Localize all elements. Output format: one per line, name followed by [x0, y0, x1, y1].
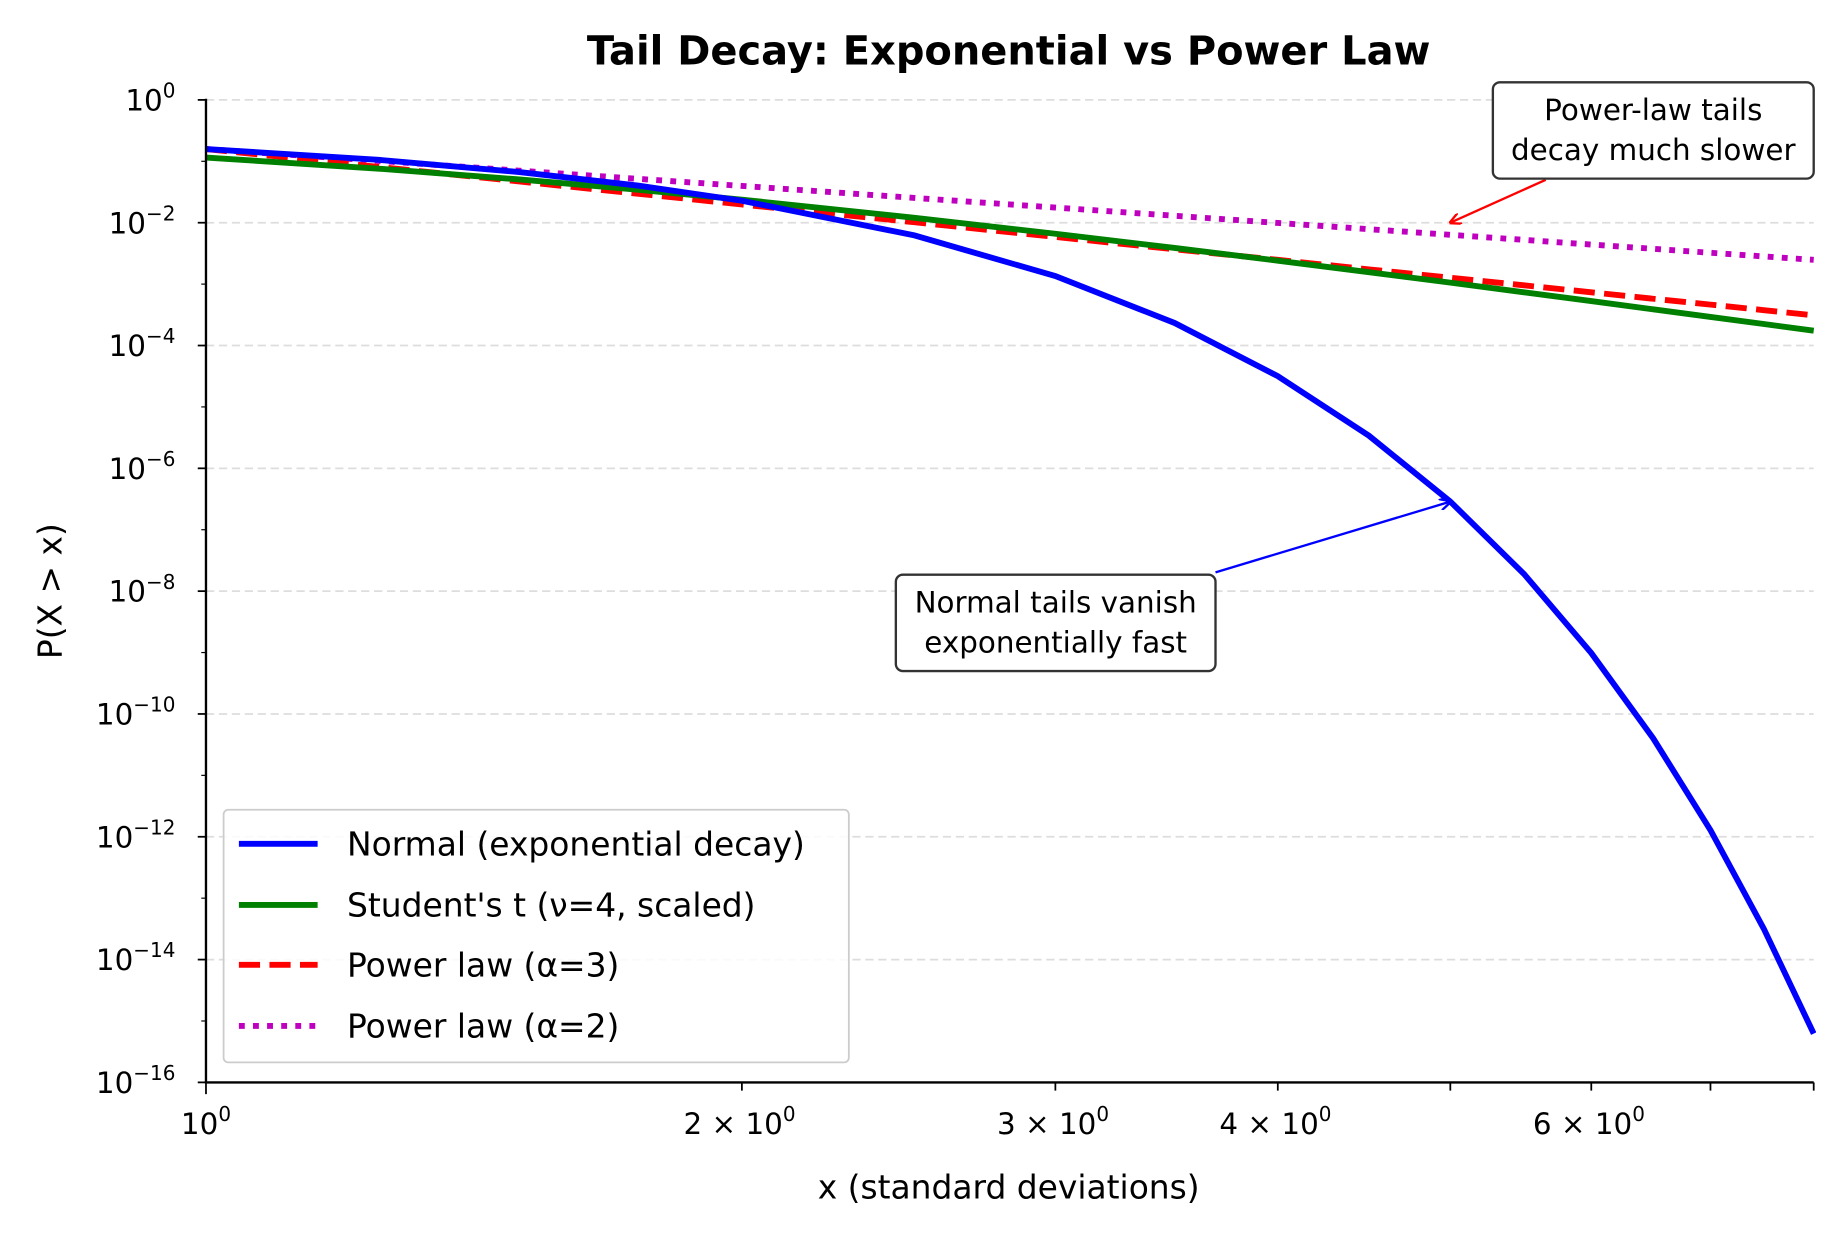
annotation-arrow: [1215, 502, 1451, 574]
legend-label-3: Power law (α=3): [347, 946, 619, 985]
legend-label-2: Student's t (ν=4, scaled): [347, 886, 756, 925]
annotation-arrow: [1450, 178, 1547, 223]
y-tick-label: 10−10: [96, 693, 176, 732]
annotation-text: Power-law tails: [1544, 93, 1762, 127]
legend-label-4: Power law (α=2): [347, 1007, 619, 1046]
y-tick-label: 10−8: [109, 570, 176, 609]
annotation-text: Normal tails vanish: [915, 585, 1197, 619]
y-tick-label: 100: [125, 79, 175, 118]
x-axis-label: x (standard deviations): [818, 1168, 1200, 1207]
annotation-box: [1491, 81, 1815, 180]
x-tick-label: 4 × 100: [1219, 1102, 1331, 1141]
y-axis-label: P(X > x): [30, 523, 69, 659]
y-tick-label: 10−16: [96, 1061, 176, 1100]
ticks: 10010−210−410−610−810−1010−1210−1410−161…: [96, 79, 1815, 1141]
series-line-2: [205, 154, 1815, 334]
series-line-1: [205, 146, 1817, 1035]
y-tick-label: 10−6: [109, 447, 176, 486]
annotation-text: exponentially fast: [924, 625, 1187, 659]
x-tick-label: 2 × 100: [684, 1102, 796, 1141]
y-tick-label: 10−2: [109, 201, 176, 240]
annotation-box: [894, 573, 1217, 673]
annotations: Power-law tails decay much slower Normal t…: [894, 81, 1815, 673]
legend-frame: [222, 808, 850, 1064]
legend-label-1: Normal (exponential decay): [347, 825, 805, 864]
y-tick-label: 10−12: [96, 815, 176, 854]
legend: Normal (exponential decay) Student's t (ν…: [222, 808, 850, 1064]
x-tick-label: 6 × 100: [1533, 1102, 1645, 1141]
y-tick-label: 10−14: [96, 938, 176, 977]
x-tick-label: 3 × 100: [997, 1102, 1109, 1141]
x-tick-label: 100: [181, 1102, 231, 1141]
y-tick-label: 10−4: [109, 324, 176, 363]
grid: [205, 99, 1814, 961]
series-layer: [205, 146, 1817, 1035]
series-line-4: [205, 146, 1814, 263]
annotation-text: decay much slower: [1511, 133, 1796, 167]
chart-title: Tail Decay: Exponential vs Power Law: [587, 29, 1431, 75]
